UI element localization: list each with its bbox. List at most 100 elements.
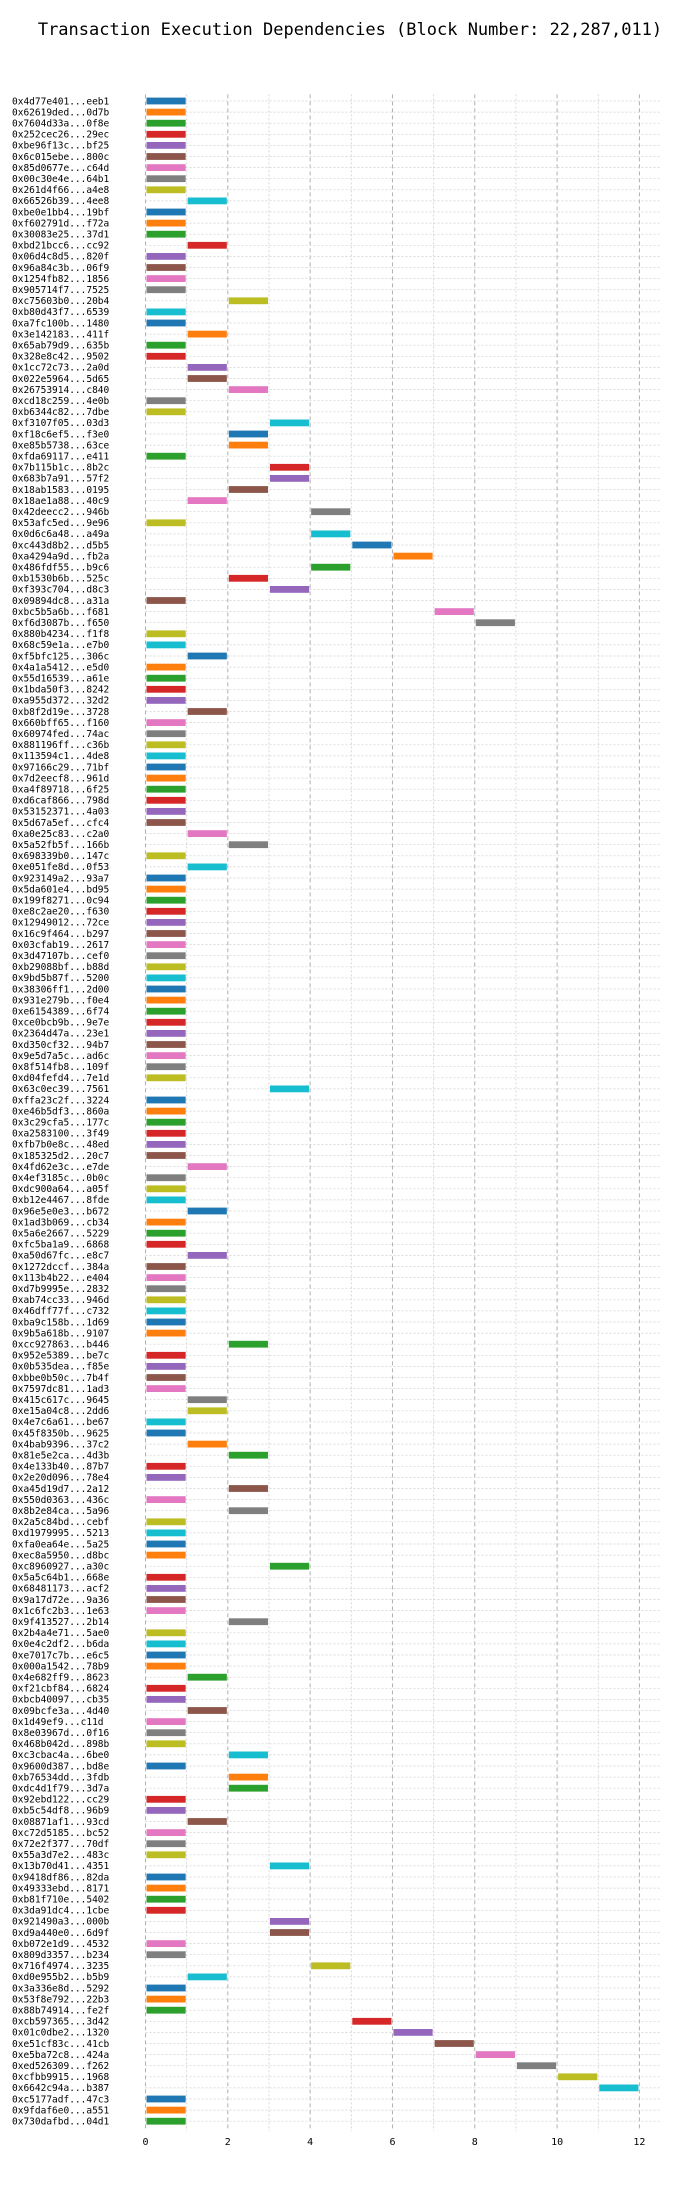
tx-label: 0x30083e25...37d1 — [12, 230, 110, 241]
tx-label: 0x16c9f464...b297 — [12, 929, 109, 940]
tx-bar — [187, 1818, 227, 1825]
tx-bar — [228, 1773, 268, 1781]
tx-bar — [269, 463, 310, 471]
x-tick-label: 6 — [389, 2137, 395, 2148]
tx-bar — [146, 519, 186, 527]
tx-bar — [228, 1784, 268, 1792]
tx-label: 0x923149a2...93a7 — [12, 873, 109, 884]
tx-bar — [146, 1074, 186, 1082]
tx-label: 0xfb7b0e8c...48ed — [12, 1140, 109, 1151]
tx-label: 0x5a6e2667...5229 — [12, 1229, 110, 1240]
tx-label: 0xa955d372...32d2 — [12, 696, 109, 707]
tx-bar — [146, 1329, 186, 1337]
tx-label: 0x01c0dbe2...1320 — [12, 2028, 110, 2039]
tx-bar — [146, 1296, 186, 1304]
tx-label: 0xe15a04c8...2dd6 — [12, 1406, 110, 1417]
tx-label: 0x931e279b...f0e4 — [12, 995, 110, 1006]
tx-label: 0x486fdf55...b9c6 — [12, 563, 110, 574]
tx-bar — [146, 874, 186, 882]
x-tick-label: 8 — [472, 2137, 478, 2148]
tx-bar — [475, 619, 515, 627]
tx-bar — [146, 1573, 186, 1581]
tx-label: 0xa0e25c83...c2a0 — [12, 829, 110, 840]
tx-bar — [146, 1418, 186, 1426]
tx-bar — [146, 253, 186, 260]
tx-bar — [228, 1485, 268, 1492]
tx-bar — [146, 2095, 186, 2103]
tx-bar — [599, 2084, 639, 2092]
tx-label: 0xe85b5738...63ce — [12, 440, 110, 451]
tx-bar — [146, 1940, 186, 1947]
tx-bar — [146, 1906, 186, 1914]
tx-label: 0x809d3357...b234 — [12, 1950, 110, 1961]
tx-label: 0xa50d67fc...e8c7 — [12, 1251, 109, 1262]
tx-bar — [187, 1440, 227, 1448]
tx-bar — [146, 1551, 186, 1559]
tx-label: 0xbd21bcc6...cc92 — [12, 241, 109, 252]
tx-bar — [146, 641, 186, 649]
tx-bar — [187, 652, 227, 660]
tx-bar — [146, 1884, 186, 1892]
tx-bar — [146, 219, 186, 227]
tx-bar — [146, 697, 186, 704]
tx-bar — [146, 452, 186, 460]
tx-bar — [146, 308, 186, 316]
tx-label: 0x6c015ebe...800c — [12, 152, 109, 163]
tx-label: 0x9f413527...2b14 — [12, 1617, 110, 1628]
tx-label: 0x60974fed...74ac — [12, 729, 109, 740]
tx-bar — [146, 1807, 186, 1814]
tx-label: 0x9600d387...bd8e — [12, 1761, 110, 1772]
tx-label: 0xf3107f05...03d3 — [12, 418, 109, 429]
tx-bar — [352, 541, 392, 549]
tx-bar — [146, 763, 186, 771]
tx-bar — [146, 1540, 186, 1548]
tx-label: 0xe46b5df3...860a — [12, 1106, 109, 1117]
tx-bar — [146, 1096, 186, 1104]
tx-label: 0x660bff65...f160 — [12, 718, 110, 729]
tx-label: 0x468b042d...898b — [12, 1739, 110, 1750]
tx-label: 0x2e20d096...78e4 — [12, 1473, 110, 1484]
tx-bar — [146, 97, 186, 105]
tx-label: 0xcd18c259...4e0b — [12, 396, 110, 407]
tx-label: 0x62619ded...0d7b — [12, 107, 110, 118]
tx-label: 0x113b4b22...e404 — [12, 1273, 110, 1284]
tx-bar — [228, 1507, 268, 1515]
tx-label: 0x3d47107b...cef0 — [12, 951, 110, 962]
tx-label: 0x698339b0...147c — [12, 851, 109, 862]
tx-bar — [146, 1529, 186, 1537]
tx-bar — [146, 930, 186, 937]
tx-label: 0x1272dccf...384a — [12, 1262, 109, 1273]
tx-bar — [146, 1585, 186, 1592]
tx-label: 0x18ae1a88...40c9 — [12, 496, 110, 507]
tx-bar — [187, 197, 227, 205]
tx-bar — [393, 2029, 433, 2036]
tx-label: 0x3da91dc4...1cbe — [12, 1906, 110, 1917]
tx-label: 0x85d0677e...c64d — [12, 163, 109, 174]
tx-label: 0x7b115b1c...8b2c — [12, 463, 109, 474]
tx-bar — [146, 963, 186, 971]
tx-label: 0xe8c2ae20...f630 — [12, 907, 110, 918]
tx-label: 0x49333ebd...8171 — [12, 1883, 110, 1894]
tx-label: 0xd6caf866...798d — [12, 796, 109, 807]
tx-label: 0xb76534dd...3fdb — [12, 1772, 110, 1783]
tx-label: 0xba9c158b...1d69 — [12, 1317, 110, 1328]
tx-bar — [146, 1951, 186, 1959]
tx-bar — [146, 408, 186, 416]
tx-label: 0x1cc72c73...2a0d — [12, 363, 109, 374]
tx-bar — [146, 108, 186, 116]
tx-label: 0xcb597365...3d42 — [12, 2017, 109, 2028]
tx-bar — [146, 741, 186, 749]
tx-label: 0xa45d19d7...2a12 — [12, 1484, 109, 1495]
tx-bar — [146, 996, 186, 1004]
tx-label: 0x2b4a4e71...5ae0 — [12, 1628, 110, 1639]
tx-label: 0xbe0e1bb4...19bf — [12, 207, 109, 218]
tx-bar — [146, 674, 186, 682]
tx-bar — [146, 1196, 186, 1204]
tx-bar — [146, 142, 186, 149]
tx-label: 0xdc900a64...a05f — [12, 1184, 109, 1195]
tx-label: 0x716f4974...3235 — [12, 1961, 109, 1972]
tx-bar — [146, 230, 186, 238]
tx-label: 0xdc4d1f79...3d7a — [12, 1784, 109, 1795]
tx-bar — [146, 985, 186, 993]
tx-label: 0x022e5964...5d65 — [12, 374, 109, 385]
